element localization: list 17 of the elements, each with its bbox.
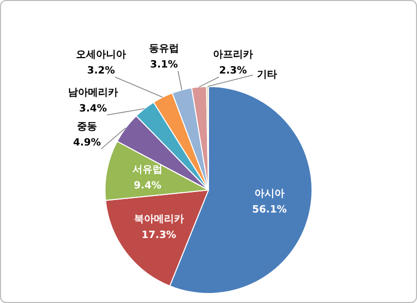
slice-label: 중동 <box>77 122 97 133</box>
data-label: 56.1% <box>252 204 287 216</box>
data-label: 3.1% <box>150 60 178 71</box>
data-label: 9.4% <box>134 180 162 192</box>
data-label: 3.4% <box>79 104 107 115</box>
data-label: 3.2% <box>87 66 115 77</box>
slice-label: 북아메리카 <box>134 214 184 225</box>
slice-label: 동유럽 <box>149 44 179 55</box>
slice-label: 남아메리카 <box>68 88 118 99</box>
slice-label: 서유럽 <box>132 164 163 176</box>
slice-label: 기타 <box>257 70 277 81</box>
slice-label: 오세아니아 <box>76 50 126 61</box>
slice-label: 아시아 <box>254 188 284 200</box>
data-label: 4.9% <box>73 138 101 149</box>
slice-label: 아프리카 <box>213 50 253 61</box>
data-label: 17.3% <box>141 230 176 241</box>
data-label: 2.3% <box>219 66 247 77</box>
